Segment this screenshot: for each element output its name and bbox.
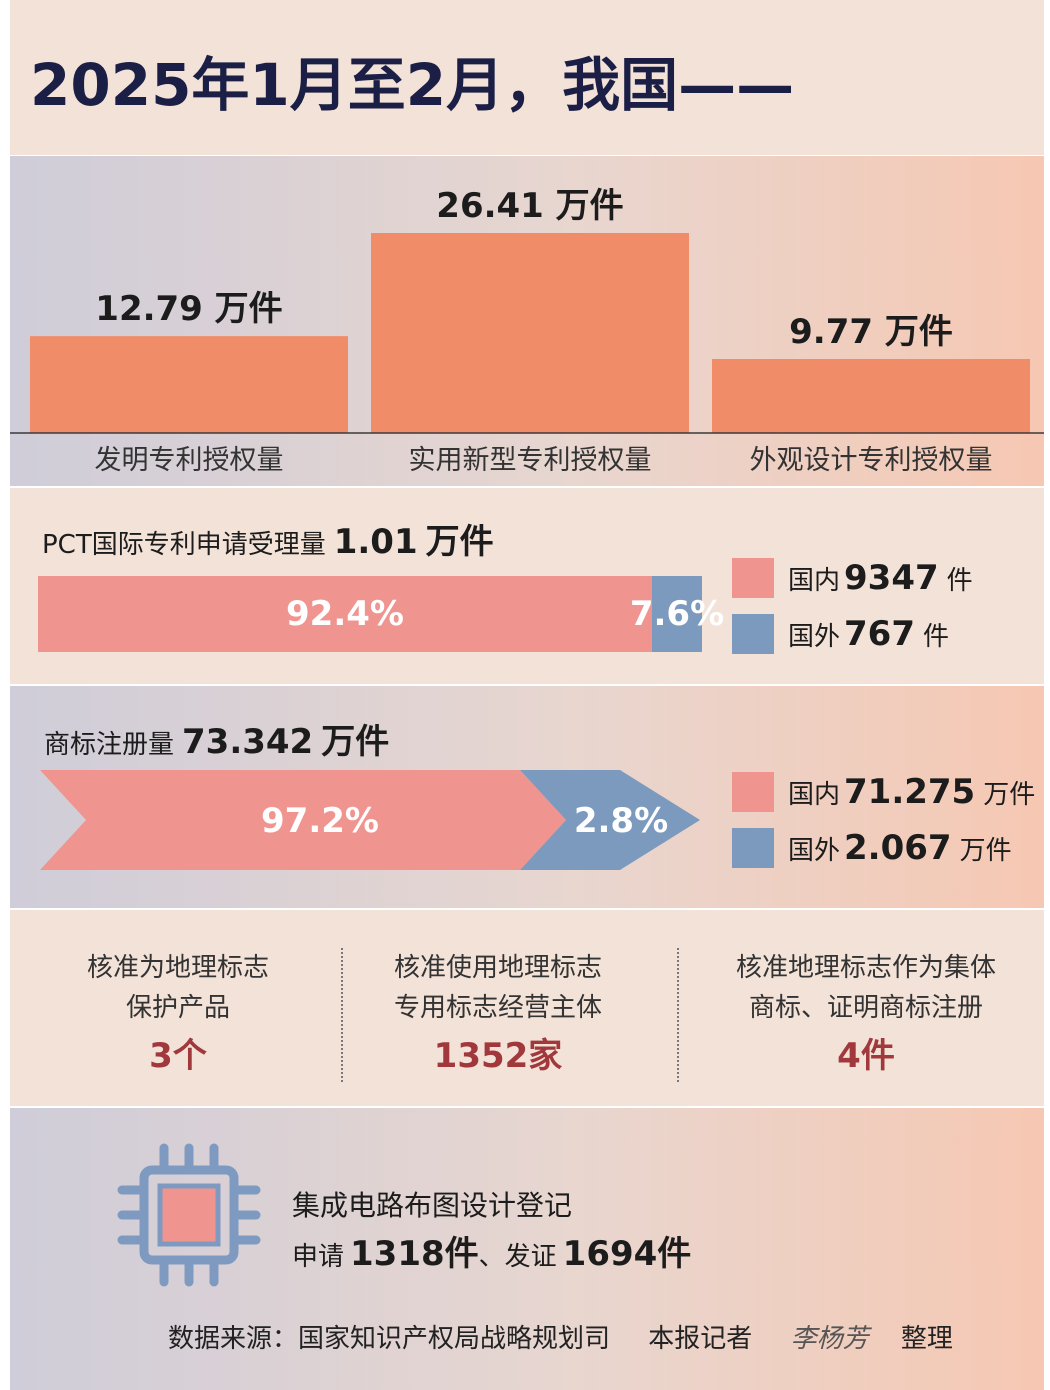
reporter-name: 李杨芳: [790, 1324, 869, 1354]
patent-bar-chart-panel: 12.79 万件发明专利授权量 26.41 万件实用新型专利授权量 9.77 万件外…: [10, 156, 1044, 486]
legend-name: 国内: [788, 779, 841, 810]
category-label: 实用新型专利授权量: [409, 445, 652, 476]
trademark-total: 73.342: [182, 722, 314, 762]
legend-swatch: [732, 614, 774, 654]
gi-stat-products: 核准为地理标志 保护产品 3个: [18, 948, 338, 1080]
bar-value-label: 9.77 万件: [789, 312, 953, 352]
trademark-arrow-bar: 97.2% 2.8%: [40, 770, 700, 870]
page-title: 2025年1月至2月，我国——: [30, 51, 795, 119]
bar-value-label: 12.79 万件: [95, 289, 282, 329]
chip-icon: [117, 1143, 261, 1287]
legend-unit: 件: [923, 621, 950, 652]
legend-swatch: [732, 772, 774, 812]
gi-stat-line: 核准为地理标志: [86, 953, 269, 983]
legend-value: 2.067: [844, 828, 952, 868]
trademark-legend-domestic: 国内 71.275 万件: [732, 772, 1035, 812]
pct-label: PCT国际专利申请受理量: [42, 530, 326, 560]
pct-total-unit: 万件: [425, 522, 494, 562]
data-source: 数据来源：国家知识产权局战略规划司: [168, 1324, 611, 1354]
trademark-total-unit: 万件: [321, 722, 390, 762]
trademark-label: 商标注册量: [44, 730, 175, 760]
bar-value-label: 26.41 万件: [436, 186, 623, 226]
gi-stat-line: 保护产品: [125, 993, 230, 1023]
gi-stat-trademarks: 核准地理标志作为集体 商标、证明商标注册 4件: [706, 948, 1026, 1080]
credit-action: 整理: [900, 1324, 953, 1354]
trademark-foreign-segment: [520, 770, 700, 870]
legend-unit: 万件: [983, 779, 1036, 810]
gi-stat-value: 3个: [149, 1036, 207, 1076]
gi-stat-line: 核准使用地理标志: [393, 953, 602, 983]
title-panel: 2025年1月至2月，我国——: [10, 0, 1044, 155]
gi-stat-line: 专用标志经营主体: [393, 993, 602, 1023]
geographical-indication-panel: 核准为地理标志 保护产品 3个 核准使用地理标志 专用标志经营主体 1352家 …: [10, 910, 1044, 1106]
gi-stat-operators: 核准使用地理标志 专用标志经营主体 1352家: [338, 948, 658, 1080]
pct-foreign-pct-label: 7.6%: [629, 594, 725, 634]
trademark-foreign-pct-label: 2.8%: [574, 801, 668, 841]
pct-panel: PCT国际专利申请受理量 1.01 万件 92.4% 7.6% 国内 9347 件 …: [10, 488, 1044, 684]
legend-unit: 件: [946, 565, 973, 596]
legend-name: 国内: [788, 565, 841, 596]
category-label: 发明专利授权量: [95, 445, 284, 476]
legend-value: 9347: [844, 558, 939, 598]
ic-stats: 申请 1318件、发证 1694件: [292, 1226, 691, 1275]
pct-domestic-pct-label: 92.4%: [286, 594, 404, 634]
trademark-header: 商标注册量 73.342 万件: [44, 714, 389, 763]
pct-legend-foreign: 国外 767 件: [732, 614, 949, 654]
category-label: 外观设计专利授权量: [750, 445, 993, 476]
pct-header: PCT国际专利申请受理量 1.01 万件: [42, 514, 494, 563]
legend-name: 国外: [788, 621, 841, 652]
ic-cert-value: 1694件: [562, 1234, 692, 1274]
ic-title: 集成电路布图设计登记: [292, 1189, 573, 1222]
trademark-domestic-segment: [40, 770, 566, 870]
credit-line: 数据来源：国家知识产权局战略规划司 本报记者 李杨芳 整理: [168, 1318, 953, 1355]
ic-cert-label: 、发证: [478, 1242, 557, 1272]
divider: [341, 948, 343, 1082]
legend-value: 767: [844, 614, 915, 654]
legend-unit: 万件: [959, 835, 1012, 866]
trademark-legend-foreign: 国外 2.067 万件: [732, 828, 1012, 868]
trademark-domestic-pct-label: 97.2%: [261, 801, 379, 841]
gi-stat-value: 1352家: [433, 1036, 563, 1076]
pct-domestic-segment: [38, 576, 652, 652]
pct-legend-domestic: 国内 9347 件: [732, 558, 973, 598]
pct-foreign-segment: [652, 576, 702, 652]
ic-apply-value: 1318件: [350, 1234, 479, 1274]
bar: [371, 233, 689, 433]
divider: [677, 948, 679, 1082]
legend-swatch: [732, 828, 774, 868]
ic-apply-label: 申请: [292, 1242, 345, 1272]
bar: [30, 336, 348, 433]
trademark-panel: 商标注册量 73.342 万件 97.2% 2.8% 国内 71.275 万件 国外 …: [10, 686, 1044, 908]
pct-stacked-bar: 92.4% 7.6%: [38, 576, 725, 652]
legend-swatch: [732, 558, 774, 598]
bar: [712, 359, 1030, 433]
ic-layout-panel: 集成电路布图设计登记 申请 1318件、发证 1694件 数据来源：国家知识产权局战…: [10, 1108, 1044, 1390]
reporter-label: 本报记者: [648, 1324, 753, 1354]
gi-stat-line: 商标、证明商标注册: [748, 993, 983, 1023]
legend-name: 国外: [788, 835, 841, 866]
gi-stat-line: 核准地理标志作为集体: [735, 953, 996, 983]
pct-total: 1.01: [333, 522, 418, 562]
gi-stat-value: 4件: [837, 1036, 895, 1076]
legend-value: 71.275: [844, 772, 976, 812]
